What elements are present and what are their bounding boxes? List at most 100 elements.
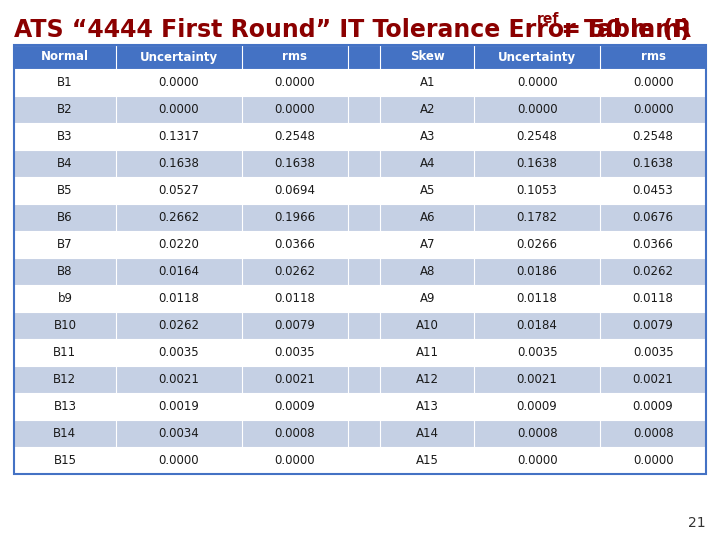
Bar [380, 420, 474, 447]
Bar [242, 339, 348, 366]
Bar [242, 393, 348, 420]
Text: B14: B14 [53, 427, 76, 440]
Bar [116, 393, 242, 420]
Text: 0.1638: 0.1638 [158, 157, 199, 170]
Text: Skew: Skew [410, 51, 444, 64]
Bar [474, 150, 600, 177]
Text: B5: B5 [57, 184, 73, 197]
Text: 0.0000: 0.0000 [517, 454, 557, 467]
Text: B2: B2 [57, 103, 73, 116]
Text: 21: 21 [688, 516, 706, 530]
Text: 0.0021: 0.0021 [517, 373, 557, 386]
Bar [14, 366, 116, 393]
Text: 0.1053: 0.1053 [517, 184, 557, 197]
Bar [348, 177, 380, 204]
Text: A13: A13 [415, 400, 438, 413]
Bar [348, 420, 380, 447]
Bar [600, 366, 706, 393]
Bar [242, 366, 348, 393]
Text: 0.0694: 0.0694 [274, 184, 315, 197]
Bar [348, 285, 380, 312]
Text: 0.0008: 0.0008 [517, 427, 557, 440]
Bar [348, 123, 380, 150]
Text: A14: A14 [415, 427, 438, 440]
Text: Normal: Normal [41, 51, 89, 64]
Bar [348, 45, 380, 69]
Text: 0.0000: 0.0000 [274, 103, 315, 116]
Text: 0.0008: 0.0008 [633, 427, 673, 440]
Text: B15: B15 [53, 454, 76, 467]
Text: 0.0019: 0.0019 [158, 400, 199, 413]
Bar [348, 96, 380, 123]
Bar [348, 231, 380, 258]
Text: 0.2662: 0.2662 [158, 211, 199, 224]
Text: 0.0184: 0.0184 [517, 319, 557, 332]
Bar [600, 204, 706, 231]
Bar [116, 45, 242, 69]
Text: 0.0000: 0.0000 [633, 454, 673, 467]
Bar [600, 45, 706, 69]
Bar [474, 123, 600, 150]
Bar [242, 447, 348, 474]
Text: B4: B4 [57, 157, 73, 170]
Bar [14, 69, 116, 96]
Text: rms: rms [282, 51, 307, 64]
Text: 0.0000: 0.0000 [274, 76, 315, 89]
Text: A12: A12 [415, 373, 438, 386]
Text: 0.1317: 0.1317 [158, 130, 199, 143]
Bar [380, 258, 474, 285]
Bar [600, 447, 706, 474]
Text: 0.1638: 0.1638 [633, 157, 673, 170]
Text: B12: B12 [53, 373, 76, 386]
Bar [600, 177, 706, 204]
Text: A11: A11 [415, 346, 438, 359]
Text: = 50 mm): = 50 mm) [553, 18, 690, 42]
Text: 0.0035: 0.0035 [517, 346, 557, 359]
Bar [600, 339, 706, 366]
Text: ATS “4444 First Round” IT Tolerance Error Table (R: ATS “4444 First Round” IT Tolerance Erro… [14, 18, 691, 42]
Bar [474, 339, 600, 366]
Bar [242, 96, 348, 123]
Text: 0.0079: 0.0079 [274, 319, 315, 332]
Bar [242, 204, 348, 231]
Bar [348, 258, 380, 285]
Bar [474, 231, 600, 258]
Bar [600, 393, 706, 420]
Bar [380, 231, 474, 258]
Text: 0.1638: 0.1638 [517, 157, 557, 170]
Bar [474, 258, 600, 285]
Text: 0.0009: 0.0009 [517, 400, 557, 413]
Text: B6: B6 [57, 211, 73, 224]
Bar [14, 96, 116, 123]
Bar [600, 150, 706, 177]
Bar [474, 204, 600, 231]
Bar [14, 420, 116, 447]
Bar [116, 339, 242, 366]
Bar [380, 96, 474, 123]
Text: 0.0000: 0.0000 [158, 454, 199, 467]
Bar [600, 312, 706, 339]
Text: 0.0008: 0.0008 [274, 427, 315, 440]
Text: 0.0000: 0.0000 [158, 76, 199, 89]
Text: A9: A9 [420, 292, 435, 305]
Text: B8: B8 [57, 265, 73, 278]
Bar [474, 96, 600, 123]
Bar [380, 204, 474, 231]
Text: 0.0266: 0.0266 [516, 238, 557, 251]
Bar [474, 177, 600, 204]
Bar [380, 285, 474, 312]
Text: 0.0035: 0.0035 [633, 346, 673, 359]
Bar [380, 123, 474, 150]
Text: B7: B7 [57, 238, 73, 251]
Bar [242, 177, 348, 204]
Bar [380, 447, 474, 474]
Bar [242, 45, 348, 69]
Bar [348, 150, 380, 177]
Bar [14, 339, 116, 366]
Text: 0.0000: 0.0000 [158, 103, 199, 116]
Bar [380, 150, 474, 177]
Bar [14, 123, 116, 150]
Text: 0.0676: 0.0676 [633, 211, 674, 224]
Text: 0.0164: 0.0164 [158, 265, 199, 278]
Bar [474, 447, 600, 474]
